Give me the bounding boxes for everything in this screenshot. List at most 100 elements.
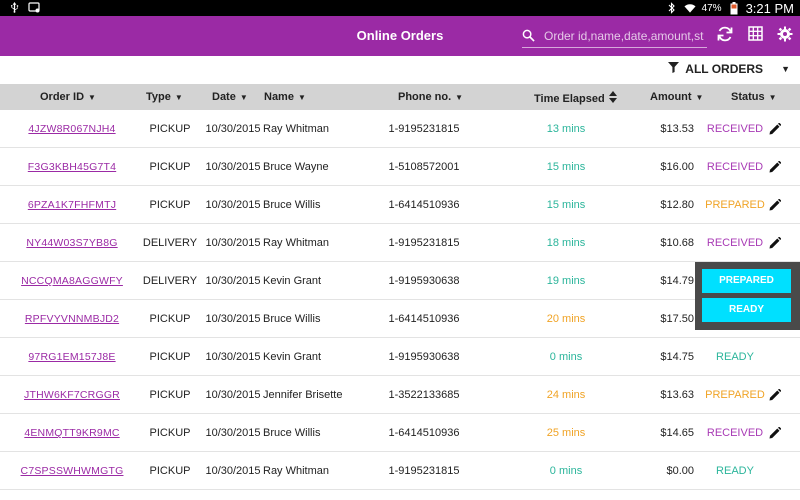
time-elapsed: 20 mins [546,313,586,325]
refresh-icon [716,25,734,48]
table-row[interactable]: RPFVYVNNMBJD2 PICKUP 10/30/2015 Bruce Wi… [0,300,800,338]
time-elapsed: 24 mins [546,389,586,401]
column-header-order-id[interactable]: Order ID ▼ [40,91,96,103]
edit-status-button[interactable] [766,387,784,403]
column-label: Date [212,91,236,103]
time-elapsed: 18 mins [546,237,586,249]
order-date: 10/30/2015 [205,123,261,135]
order-date: 10/30/2015 [205,389,261,401]
edit-status-button[interactable] [766,425,784,441]
status-badge: READY [716,465,754,477]
search-icon [522,29,536,43]
time-elapsed: 19 mins [546,275,586,287]
table-row[interactable]: F3G3KBH45G7T4 PICKUP 10/30/2015 Bruce Wa… [0,148,800,186]
time-elapsed: 0 mins [549,351,583,363]
status-badge: RECEIVED [706,123,764,135]
app-bar: Online Orders [0,16,800,56]
status-badge: READY [716,351,754,363]
order-amount: $0.00 [666,465,694,477]
edit-status-button[interactable] [766,121,784,137]
phone-number: 1-9195231815 [388,237,460,249]
table-row[interactable]: 97RG1EM157J8E PICKUP 10/30/2015 Kevin Gr… [0,338,800,376]
order-amount: $12.80 [660,199,694,211]
order-amount: $14.65 [660,427,694,439]
edit-status-button[interactable] [766,159,784,175]
column-header-status[interactable]: Status ▼ [731,91,777,103]
filter-bar: ALL ORDERS ▼ [0,56,800,84]
time-elapsed: 15 mins [546,161,586,173]
order-amount: $17.50 [660,313,694,325]
pencil-icon [769,161,781,173]
refresh-button[interactable] [715,26,735,46]
column-label: Name [264,91,294,103]
table-row[interactable]: NY44W03S7YB8G DELIVERY 10/30/2015 Ray Wh… [0,224,800,262]
time-elapsed: 13 mins [546,123,586,135]
phone-number: 1-5108572001 [388,161,460,173]
status-badge: RECEIVED [706,427,764,439]
table-header: Order ID ▼ Type ▼ Date ▼ Name ▼ Phone no. ▼ T… [0,84,800,110]
order-id-link[interactable]: 6PZA1K7FHFMTJ [27,199,117,211]
order-id-link[interactable]: C7SPSSWHWMGTG [20,465,124,477]
customer-name: Ray Whitman [263,465,330,477]
order-date: 10/30/2015 [205,313,261,325]
system-status-bar: 47% 3:21 PM [0,0,800,16]
grid-icon [747,26,763,46]
pencil-icon [769,427,781,439]
column-label: Status [731,91,765,103]
column-label: Phone no. [398,91,452,103]
order-type: DELIVERY [142,237,198,249]
order-date: 10/30/2015 [205,427,261,439]
search-box[interactable] [522,24,707,48]
order-amount: $13.53 [660,123,694,135]
order-id-link[interactable]: JTHW6KF7CRGGR [24,389,120,401]
column-header-name[interactable]: Name ▼ [264,91,306,103]
customer-name: Bruce Willis [263,313,321,325]
order-id-link[interactable]: NY44W03S7YB8G [26,237,118,249]
sort-down-icon: ▼ [455,92,464,102]
table-row[interactable]: 4ENMQTT9KR9MC PICKUP 10/30/2015 Bruce Wi… [0,414,800,452]
table-row[interactable]: 6PZA1K7FHFMTJ PICKUP 10/30/2015 Bruce Wi… [0,186,800,224]
phone-number: 1-6414510936 [388,313,460,325]
column-label: Time Elapsed [534,92,605,105]
sort-down-icon: ▼ [174,92,183,102]
customer-name: Bruce Wayne [263,161,329,173]
table-row[interactable]: C7SPSSWHWMGTG PICKUP 10/30/2015 Ray Whit… [0,452,800,490]
sort-down-icon: ▼ [768,92,777,102]
mark-prepared-button[interactable]: PREPARED [702,269,791,293]
table-row[interactable]: 4JZW8R067NJH4 PICKUP 10/30/2015 Ray Whit… [0,110,800,148]
column-header-time-elapsed[interactable]: Time Elapsed [534,91,617,106]
wifi-icon [684,2,696,14]
order-id-link[interactable]: 97RG1EM157J8E [28,351,116,363]
grid-view-button[interactable] [745,26,765,46]
order-amount: $14.79 [660,275,694,287]
order-type: DELIVERY [142,275,198,287]
order-amount: $13.63 [660,389,694,401]
order-filter-dropdown[interactable]: ALL ORDERS ▼ [668,62,790,76]
order-amount: $14.75 [660,351,694,363]
column-header-date[interactable]: Date ▼ [212,91,248,103]
table-row[interactable]: JTHW6KF7CRGGR PICKUP 10/30/2015 Jennifer… [0,376,800,414]
order-id-link[interactable]: NCCQMA8AGGWFY [21,275,123,287]
customer-name: Kevin Grant [263,275,322,287]
bluetooth-icon [666,2,678,14]
customer-name: Bruce Willis [263,199,321,211]
column-header-type[interactable]: Type ▼ [146,91,183,103]
column-header-amount[interactable]: Amount ▼ [650,91,703,103]
settings-button[interactable] [775,26,795,46]
customer-name: Bruce Willis [263,427,321,439]
search-input[interactable] [544,28,704,43]
edit-status-button[interactable] [766,235,784,251]
mark-ready-button[interactable]: READY [702,298,791,322]
phone-number: 1-6414510936 [388,427,460,439]
table-row[interactable]: NCCQMA8AGGWFY DELIVERY 10/30/2015 Kevin … [0,262,800,300]
chevron-down-icon: ▼ [781,64,790,74]
pencil-icon [769,199,781,211]
order-id-link[interactable]: 4JZW8R067NJH4 [28,123,116,135]
order-id-link[interactable]: F3G3KBH45G7T4 [27,161,117,173]
order-id-link[interactable]: 4ENMQTT9KR9MC [24,427,120,439]
edit-status-button[interactable] [766,197,784,213]
order-type: PICKUP [149,351,191,363]
order-id-link[interactable]: RPFVYVNNMBJD2 [24,313,120,325]
column-header-phone[interactable]: Phone no. ▼ [398,91,463,103]
time-elapsed: 0 mins [549,465,583,477]
